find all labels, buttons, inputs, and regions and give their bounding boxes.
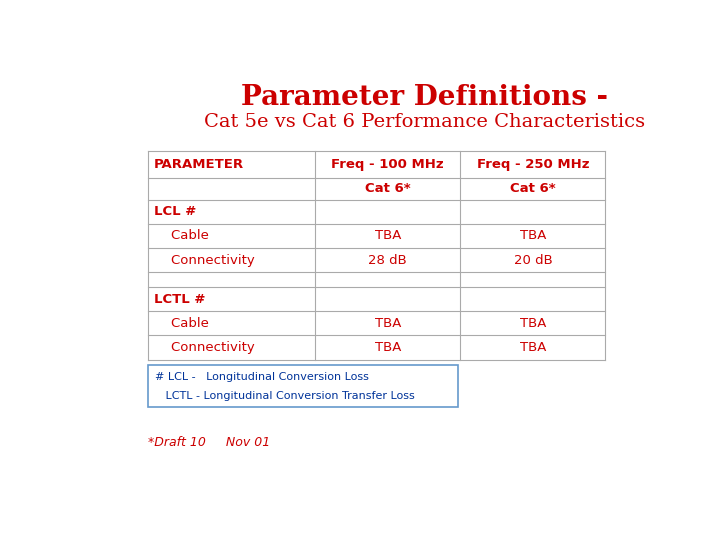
Text: LCL #: LCL # (153, 205, 196, 218)
Text: Cat 5e vs Cat 6 Performance Characteristics: Cat 5e vs Cat 6 Performance Characterist… (204, 113, 645, 131)
Text: LCTL - Longitudinal Conversion Transfer Loss: LCTL - Longitudinal Conversion Transfer … (155, 390, 415, 401)
Text: *Draft 10     Nov 01: *Draft 10 Nov 01 (148, 436, 271, 449)
Text: Freq - 100 MHz: Freq - 100 MHz (331, 158, 444, 171)
Text: Cable: Cable (153, 230, 209, 242)
Text: # LCL -   Longitudinal Conversion Loss: # LCL - Longitudinal Conversion Loss (155, 372, 369, 382)
Text: TBA: TBA (374, 317, 401, 330)
Text: TBA: TBA (520, 317, 546, 330)
Text: PARAMETER: PARAMETER (153, 158, 244, 171)
Text: TBA: TBA (374, 230, 401, 242)
Text: Cable: Cable (153, 317, 209, 330)
Text: 28 dB: 28 dB (369, 254, 407, 267)
Text: TBA: TBA (520, 341, 546, 354)
Text: Connectivity: Connectivity (153, 254, 254, 267)
Text: Parameter Definitions -: Parameter Definitions - (241, 84, 608, 111)
Text: Freq - 250 MHz: Freq - 250 MHz (477, 158, 589, 171)
Text: Cat 6*: Cat 6* (510, 182, 556, 195)
Text: 20 dB: 20 dB (513, 254, 552, 267)
Text: Connectivity: Connectivity (153, 341, 254, 354)
Text: LCTL #: LCTL # (153, 293, 205, 306)
Text: Cat 6*: Cat 6* (365, 182, 410, 195)
Text: TBA: TBA (374, 341, 401, 354)
Text: TBA: TBA (520, 230, 546, 242)
